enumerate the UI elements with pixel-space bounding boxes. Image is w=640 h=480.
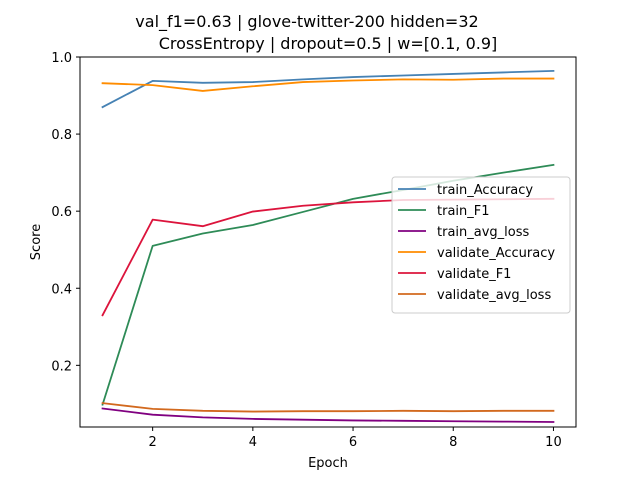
- series-line-validate-Accuracy: [101, 77, 555, 92]
- y-tick-label: 0.6: [51, 205, 72, 220]
- legend-box: [391, 176, 571, 314]
- legend-label-train-Accuracy: train_Accuracy: [437, 183, 533, 198]
- plot-area-frame: [79, 56, 577, 428]
- chart-title-line-1: val_f1=0.63 | glove-twitter-200 hidden=3…: [135, 12, 478, 32]
- x-tick-label: 4: [249, 435, 257, 450]
- legend-label-train-F1: train_F1: [437, 204, 490, 219]
- x-axis-label: Epoch: [308, 456, 348, 471]
- series-line-train-avg-loss: [101, 407, 555, 423]
- x-tick-label: 10: [545, 435, 562, 450]
- series-line-validate-avg-loss: [101, 402, 555, 413]
- series-line-train-Accuracy: [101, 69, 555, 109]
- y-axis-label: Score: [29, 224, 44, 260]
- y-tick-label: 0.4: [51, 282, 72, 297]
- legend: train_Accuracy train_F1 train_avg_lossvali…: [391, 176, 571, 314]
- y-tick-label: 0.2: [51, 359, 72, 374]
- y-tick-label: 0.8: [51, 128, 72, 143]
- legend-label-validate-Accuracy: validate_Accuracy: [437, 246, 555, 261]
- chart-title-line-2: CrossEntropy | dropout=0.5 | w=[0.1, 0.9…: [159, 34, 498, 53]
- x-tick-label: 6: [349, 435, 357, 450]
- series-layer: [101, 69, 555, 423]
- legend-label-validate-avg-loss: validate_avg_loss: [437, 288, 551, 303]
- axes-layer: 2 4 6 8 10 0.2 0.4 0.6 0.8 1.0: [51, 51, 577, 450]
- legend-label-validate-F1: validate_F1: [437, 267, 511, 282]
- x-tick-label: 8: [449, 435, 457, 450]
- legend-label-train-avg-loss: train_avg_loss: [437, 225, 530, 240]
- y-tick-label: 1.0: [51, 51, 72, 66]
- x-tick-label: 2: [149, 435, 157, 450]
